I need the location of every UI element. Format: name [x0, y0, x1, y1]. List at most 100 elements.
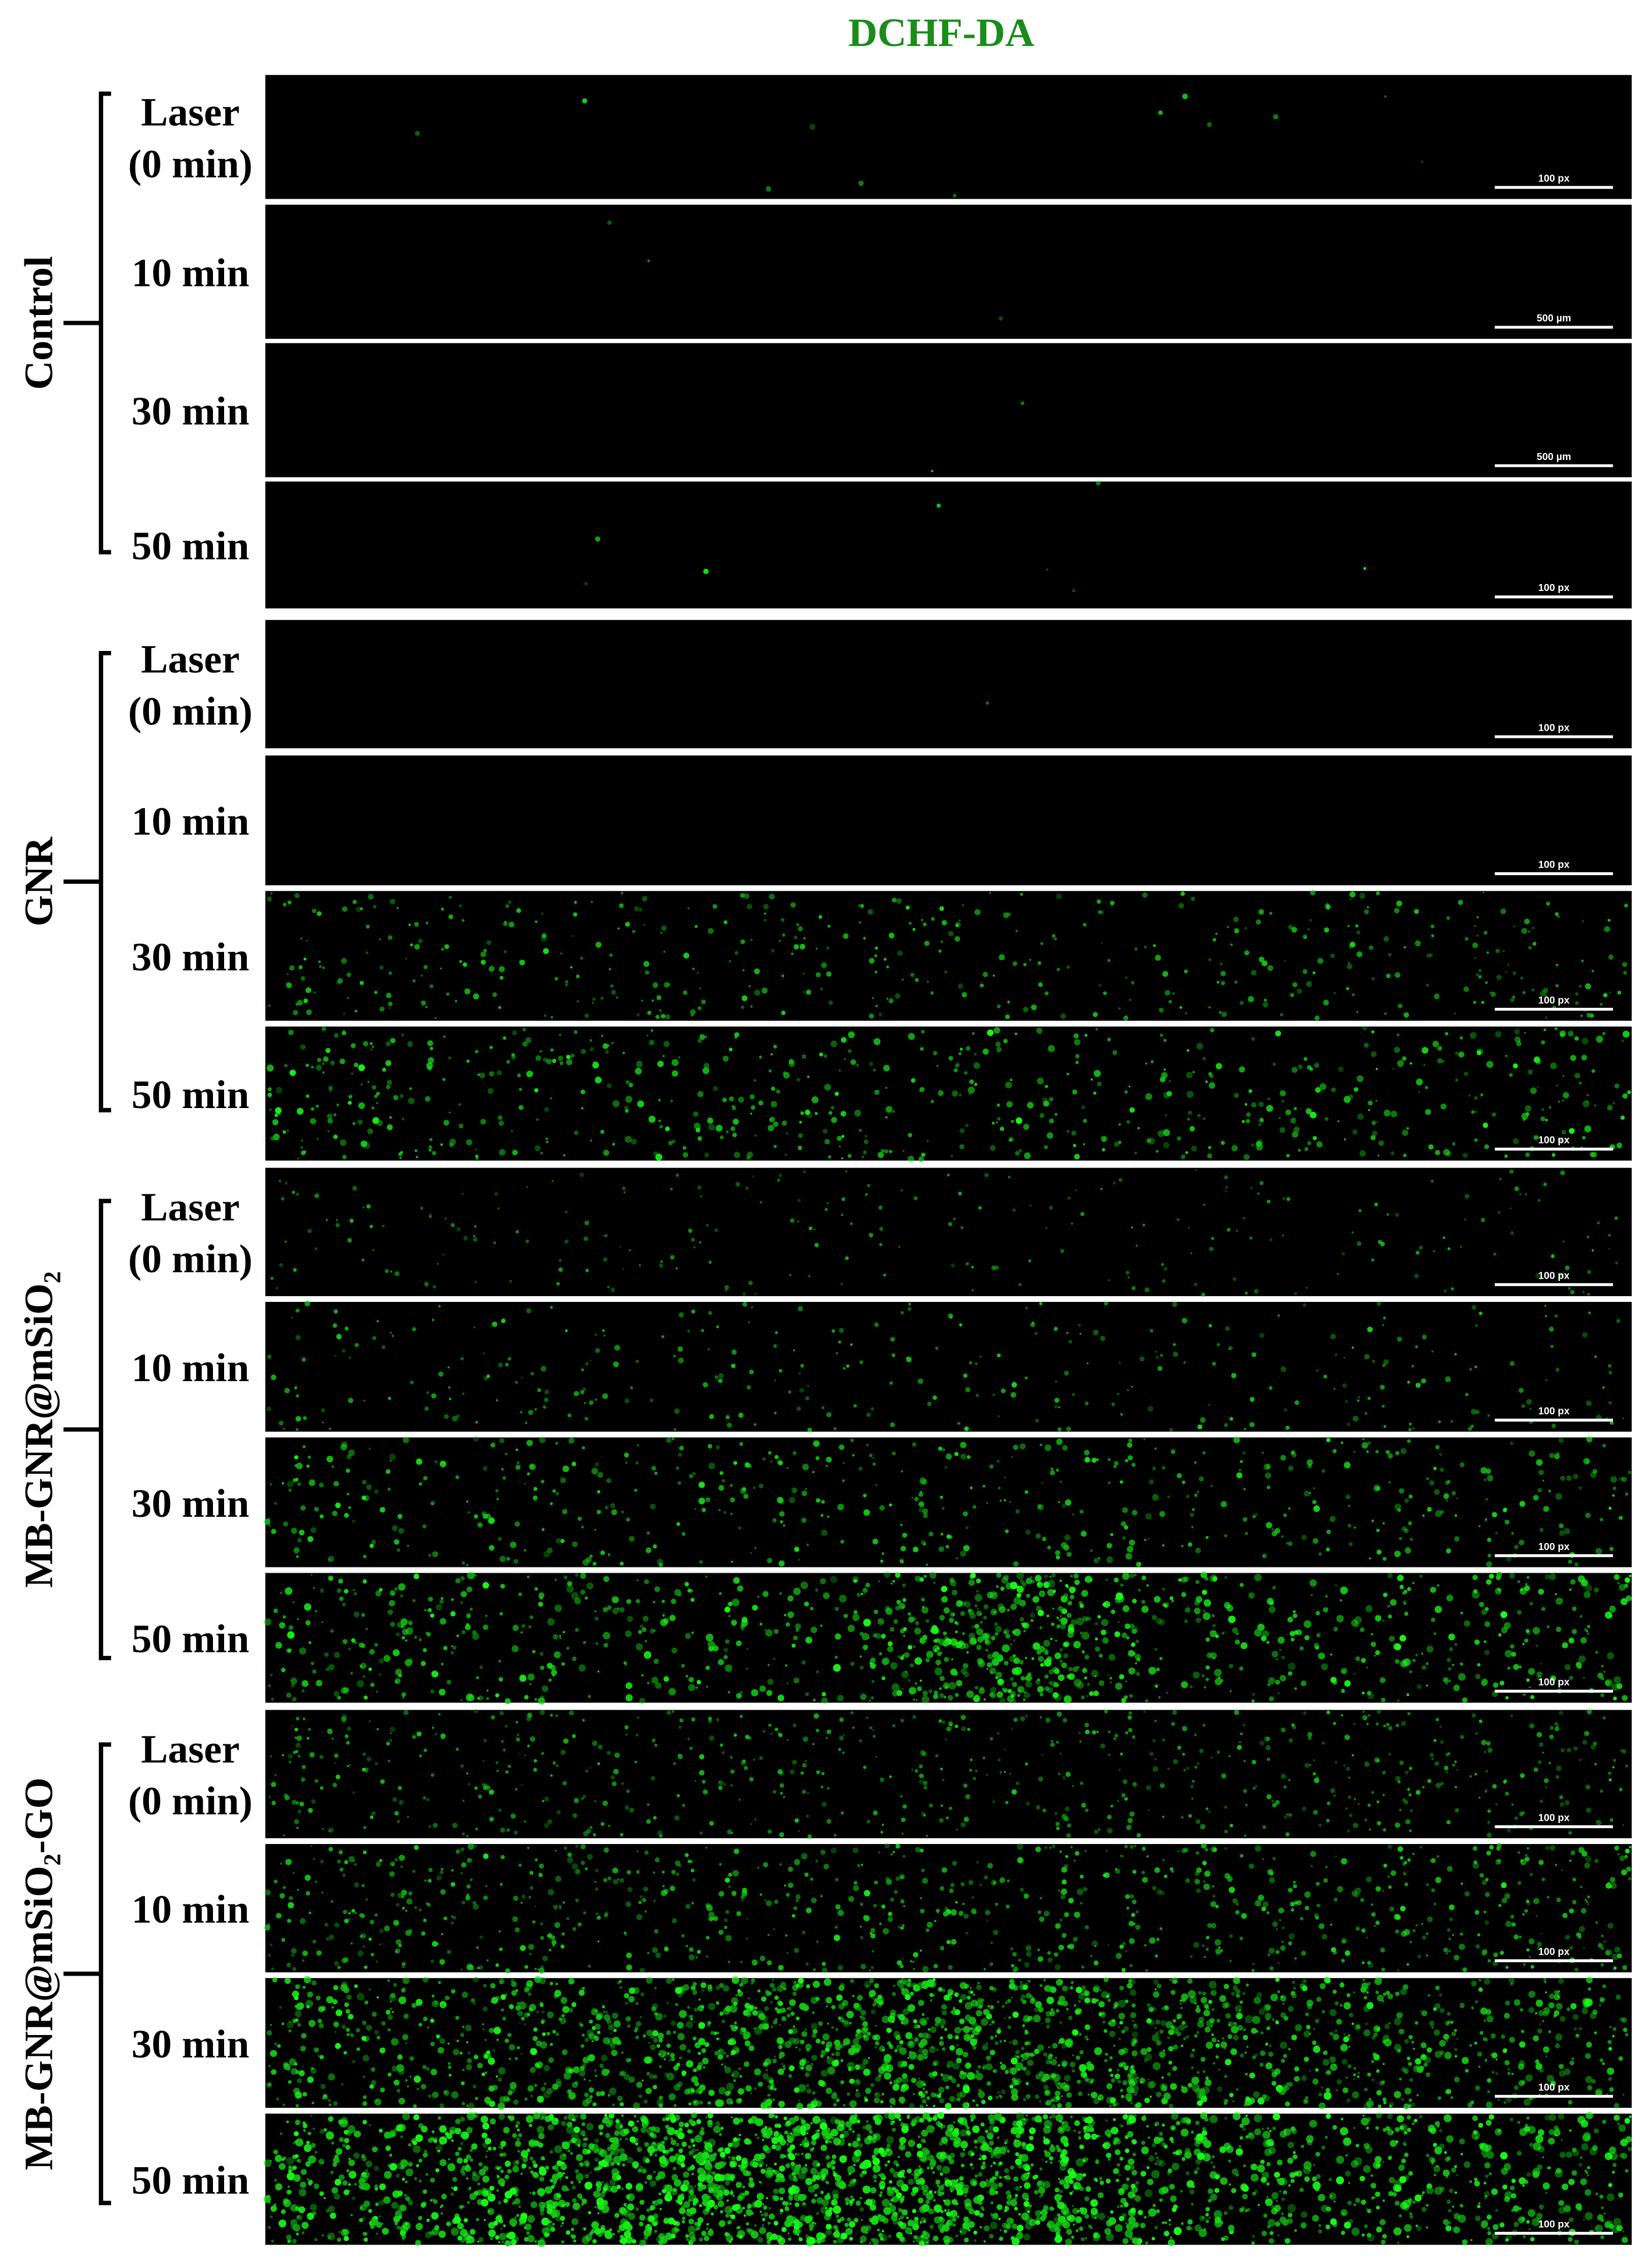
cell-dot	[563, 1738, 569, 1744]
cell-dot	[1497, 1211, 1501, 1214]
cell-dot	[1275, 1800, 1280, 1805]
cell-dot	[743, 1494, 749, 1499]
cell-dot	[1326, 1530, 1331, 1534]
cell-dot	[863, 937, 866, 940]
cell-dot	[1241, 1913, 1247, 1919]
cell-dot	[1129, 1694, 1133, 1698]
cell-dot	[998, 316, 1004, 321]
cell-dot	[584, 1013, 590, 1018]
cell-dot	[1068, 1898, 1074, 1904]
cell-dot	[1592, 1469, 1598, 1474]
cell-dot	[960, 1442, 967, 1449]
cell-dot	[302, 1445, 306, 1449]
cell-dot	[1186, 1071, 1193, 1079]
cell-dot	[1415, 940, 1421, 947]
cell-dot	[1068, 1340, 1072, 1344]
cell-dot	[402, 1629, 409, 1636]
cell-dot	[816, 1770, 820, 1774]
cell-dot	[809, 1226, 813, 1230]
cell-dot	[850, 1059, 856, 1066]
cell-dot	[750, 1823, 752, 1825]
cell-dot	[715, 1718, 720, 1722]
cell-dot	[427, 1040, 434, 1046]
cell-dot	[267, 896, 272, 902]
cell-dot	[1460, 1662, 1464, 1666]
cell-dot	[1514, 1036, 1521, 1043]
cell-dot	[1267, 965, 1274, 971]
cell-dot	[264, 1519, 271, 1526]
cell-dot	[402, 1117, 405, 1121]
scale-bar-label: 500 µm	[1537, 312, 1571, 324]
cell-dot	[1543, 1028, 1547, 1032]
cell-dot	[1616, 1318, 1621, 1323]
cell-dot	[831, 1106, 835, 1110]
cell-dot	[914, 1657, 922, 1665]
cell-dot	[319, 1754, 324, 1759]
cell-dot	[1275, 1658, 1278, 1661]
cell-dot	[897, 1655, 901, 1659]
cell-dot	[1020, 1716, 1026, 1722]
cell-dot	[1066, 1332, 1069, 1335]
cell-dot	[889, 1775, 892, 1778]
cell-dot	[1402, 1056, 1407, 1061]
cell-dot	[1362, 1691, 1365, 1695]
cell-dot	[922, 1690, 928, 1696]
cell-dot	[1565, 1265, 1570, 1270]
cell-dot	[1165, 1114, 1167, 1117]
cell-dot	[1520, 976, 1523, 980]
cell-dot	[1275, 1949, 1280, 1955]
cell-dot	[983, 1698, 986, 1701]
cell-dot	[705, 1665, 710, 1671]
cell-dot	[778, 1733, 783, 1737]
cell-dot	[595, 1348, 600, 1353]
cell-dot	[1215, 932, 1218, 935]
cell-dot	[1353, 1526, 1356, 1529]
cell-dot	[1301, 1951, 1306, 1956]
cell-dot	[1031, 1580, 1035, 1584]
cell-dot	[1239, 1460, 1243, 1463]
cell-dot	[1144, 1944, 1147, 1947]
cell-dot	[623, 1661, 627, 1665]
cell-dot	[1560, 1170, 1565, 1176]
cell-dot	[685, 1853, 689, 1857]
cell-dot	[1403, 1153, 1407, 1158]
cell-dot	[823, 1054, 828, 1059]
cell-dot	[1625, 1577, 1630, 1583]
cell-dot	[1378, 1140, 1384, 1146]
cell-dot	[1562, 1099, 1565, 1102]
cell-dot	[521, 1624, 526, 1629]
cell-dot	[405, 1909, 407, 1912]
cell-dot	[723, 1511, 727, 1514]
cell-dot	[398, 1944, 402, 1948]
cell-dot	[425, 1096, 431, 1102]
cell-dot	[749, 985, 751, 988]
cell-dot	[1526, 1399, 1532, 1405]
cell-dot	[1443, 1493, 1449, 1499]
cell-dot	[1225, 1185, 1229, 1190]
cell-dot	[567, 1857, 573, 1863]
cell-dot	[526, 1185, 529, 1188]
cell-dot	[414, 1636, 417, 1639]
cell-dot	[1013, 1657, 1020, 1664]
cell-dot	[722, 1751, 725, 1754]
row-label: 30 min	[132, 1481, 249, 1526]
cell-dot	[1342, 1383, 1347, 1388]
cell-dot	[993, 1592, 997, 1596]
cell-dot	[1343, 1764, 1346, 1767]
cell-dot	[555, 1442, 558, 1445]
cell-dot	[952, 1860, 958, 1866]
cell-dot	[1232, 1627, 1238, 1634]
cell-dot	[541, 1751, 544, 1756]
cell-dot	[1439, 1725, 1442, 1728]
cell-dot	[307, 1536, 314, 1542]
cell-dot	[1509, 1207, 1512, 1210]
cell-dot	[1585, 1785, 1590, 1790]
cell-dot	[389, 1732, 392, 1735]
cell-dot	[1614, 1574, 1620, 1580]
cell-dot	[348, 1647, 351, 1651]
cell-dot	[439, 967, 442, 969]
cell-dot	[661, 1870, 665, 1874]
cell-dot	[748, 1280, 753, 1286]
cell-dot	[448, 1397, 452, 1400]
cell-dot	[1208, 1146, 1212, 1149]
